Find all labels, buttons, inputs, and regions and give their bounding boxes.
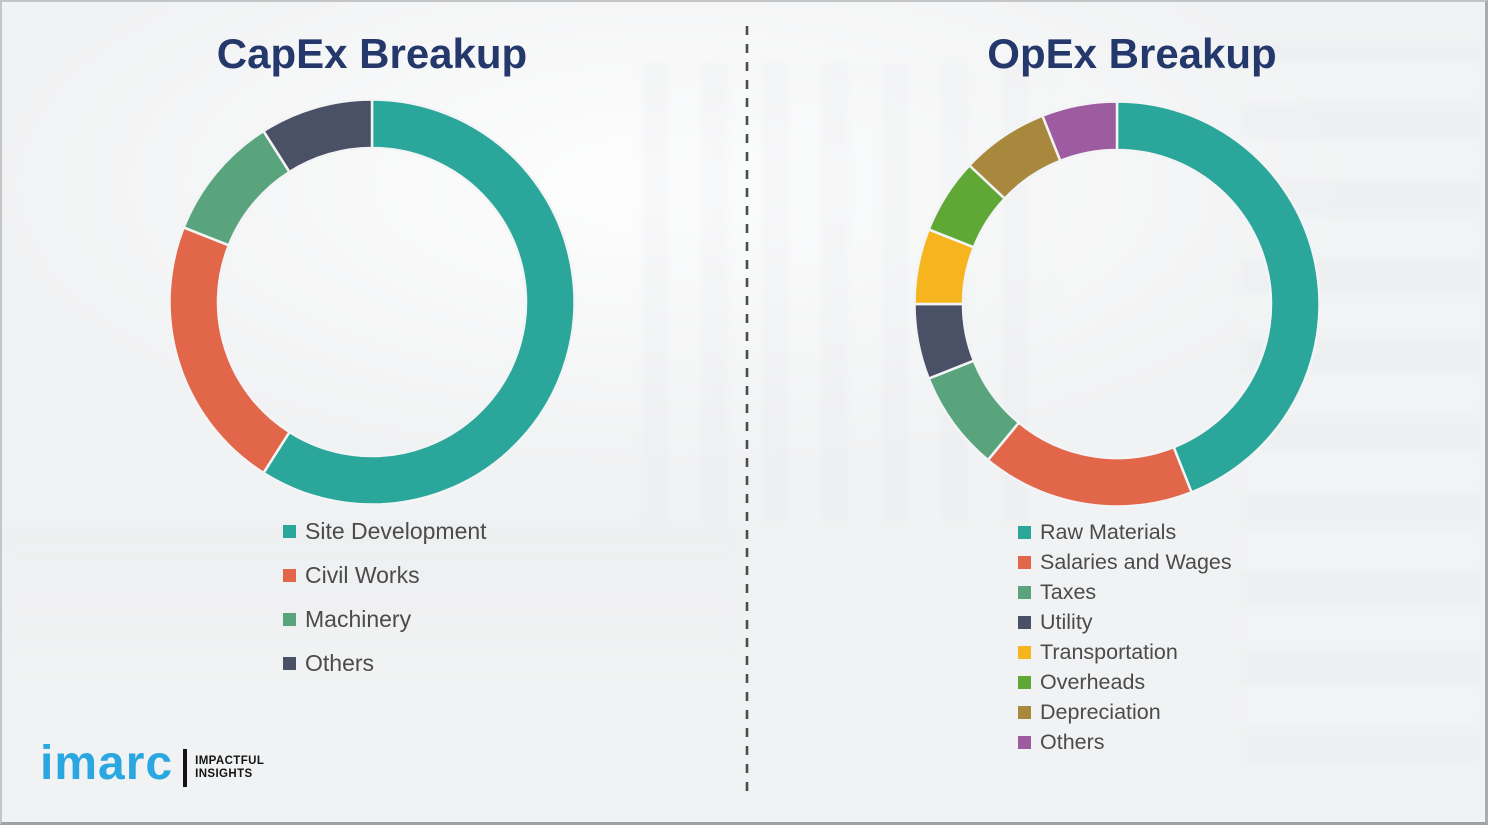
legend-item-raw-materials: Raw Materials	[1018, 517, 1232, 547]
legend-marker-icon	[283, 656, 296, 670]
legend-label: Others	[305, 649, 375, 676]
legend-marker-icon	[1018, 555, 1031, 569]
legend-item-site-development: Site Development	[283, 509, 487, 553]
legend-marker-icon	[283, 568, 296, 582]
legend-label: Raw Materials	[1040, 519, 1177, 544]
capex-legend: Site Development Civil Works Machinery Othe…	[283, 509, 487, 685]
divider-dashed-line	[745, 26, 749, 796]
legend-item-others: Others	[1018, 727, 1232, 757]
legend-marker-icon	[1018, 645, 1031, 659]
legend-item-taxes: Taxes	[1018, 577, 1232, 607]
legend-label: Depreciation	[1040, 699, 1161, 724]
donut-segment-site-development	[262, 98, 576, 506]
legend-item-machinery: Machinery	[283, 597, 487, 641]
donut-segment-others	[262, 98, 374, 174]
capex-donut-chart	[168, 98, 576, 506]
legend-label: Taxes	[1040, 579, 1097, 604]
legend-marker-icon	[1018, 705, 1031, 719]
opex-legend: Raw Materials Salaries and Wages Taxes Util…	[1018, 517, 1232, 757]
logo-tagline: IMPACTFUL INSIGHTS	[195, 755, 264, 782]
legend-marker-icon	[1018, 735, 1031, 749]
legend-marker-icon	[283, 612, 296, 626]
legend-item-others: Others	[283, 641, 487, 685]
imarc-logo: imarc IMPACTFUL INSIGHTS	[40, 740, 264, 788]
donut-segment-raw-materials	[1115, 100, 1321, 494]
logo-tagline-line1: IMPACTFUL	[195, 754, 265, 767]
legend-item-depreciation: Depreciation	[1018, 697, 1232, 727]
legend-marker-icon	[283, 524, 296, 538]
opex-donut-chart	[913, 100, 1321, 508]
legend-label: Utility	[1040, 609, 1093, 634]
legend-item-overheads: Overheads	[1018, 667, 1232, 697]
legend-marker-icon	[1018, 525, 1031, 539]
legend-label: Civil Works	[305, 561, 420, 588]
logo-tagline-line2: INSIGHTS	[195, 768, 253, 780]
legend-item-utility: Utility	[1018, 607, 1232, 637]
legend-marker-icon	[1018, 585, 1031, 599]
legend-marker-icon	[1018, 675, 1031, 689]
donut-segment-others	[1041, 100, 1119, 163]
logo-brand-text: imarc	[40, 737, 174, 790]
legend-item-salaries-and-wages: Salaries and Wages	[1018, 547, 1232, 577]
donut-segment-salaries-and-wages	[986, 421, 1193, 508]
legend-label: Salaries and Wages	[1040, 549, 1232, 574]
legend-label: Machinery	[305, 605, 412, 632]
legend-item-transportation: Transportation	[1018, 637, 1232, 667]
legend-label: Transportation	[1040, 639, 1178, 664]
legend-label: Others	[1040, 729, 1105, 754]
donut-segment-civil-works	[168, 226, 291, 475]
opex-chart-title: OpEx Breakup	[987, 30, 1277, 77]
legend-item-civil-works: Civil Works	[283, 553, 487, 597]
capex-chart-title: CapEx Breakup	[216, 30, 528, 77]
legend-label: Overheads	[1040, 669, 1146, 694]
logo-separator-bar	[183, 749, 188, 787]
legend-marker-icon	[1018, 615, 1031, 629]
legend-label: Site Development	[305, 517, 487, 544]
